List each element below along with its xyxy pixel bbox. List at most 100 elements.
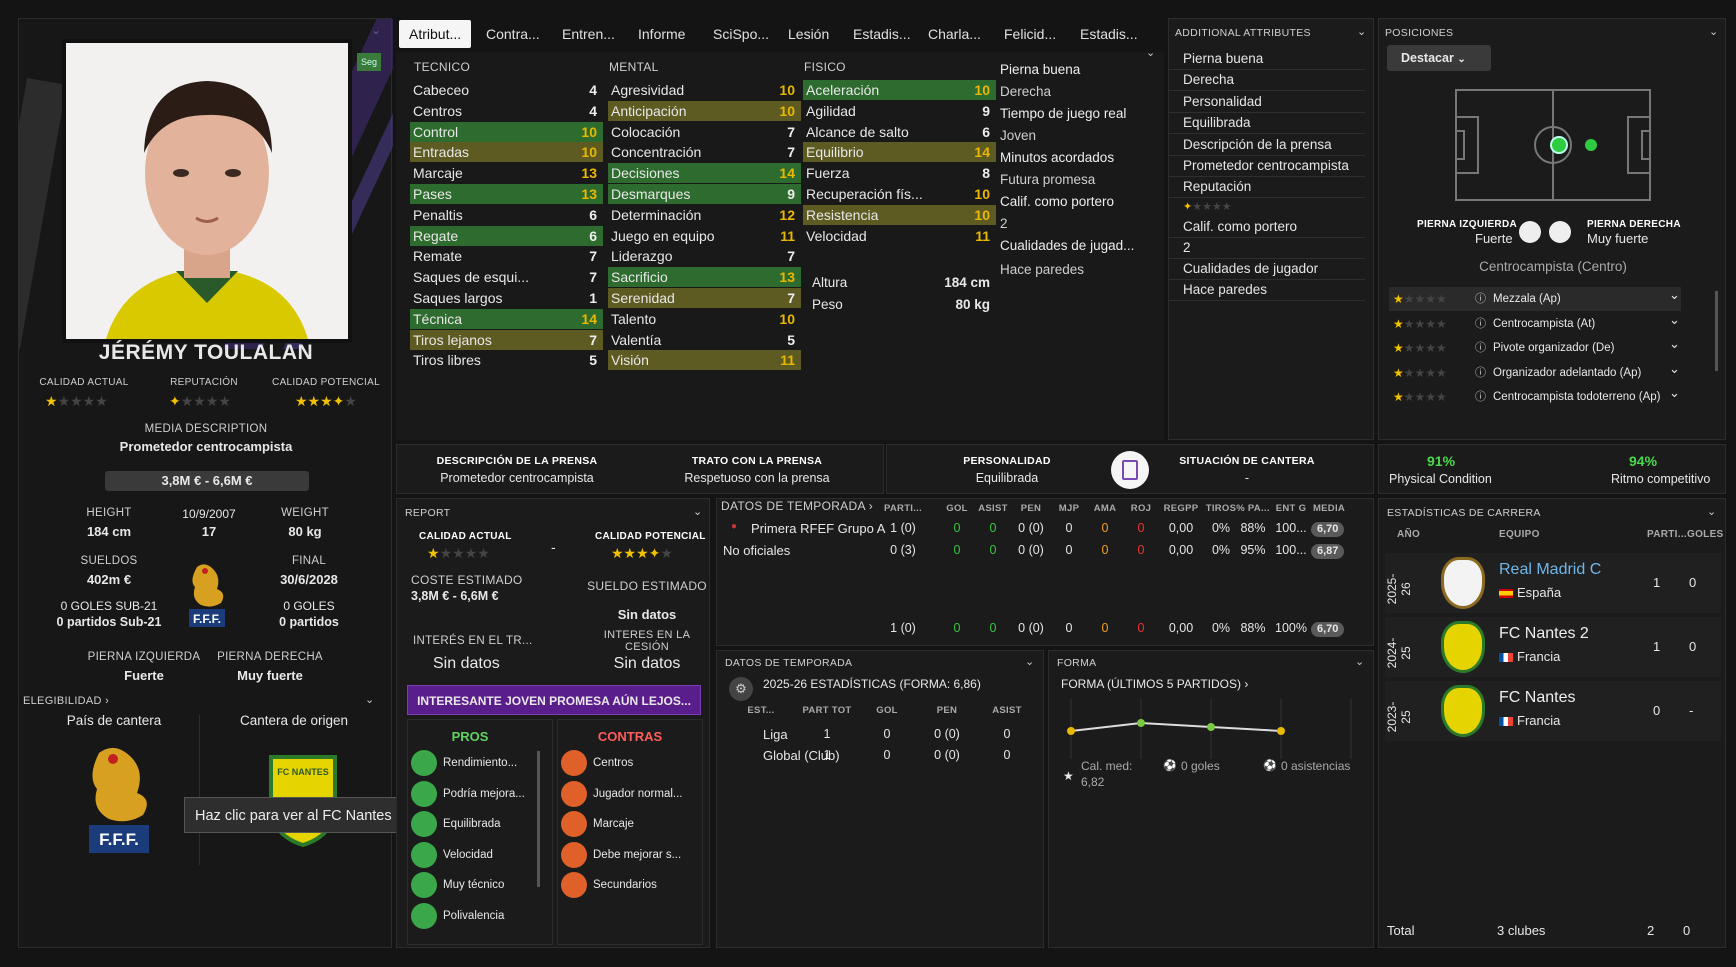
season-title[interactable]: DATOS DE TEMPORADA › (721, 499, 874, 513)
pros-item[interactable]: Polivalencia (411, 902, 504, 930)
tab-atributos[interactable]: Atribut... (399, 20, 472, 48)
tab-estadisticas-2[interactable]: Estadis... (1080, 26, 1138, 42)
attribute-row[interactable]: Anticipación 10 (608, 100, 801, 121)
cons-item[interactable]: Debe mejorar s... (561, 841, 681, 869)
attribute-row[interactable]: Juego en equipo 11 (608, 226, 801, 246)
attribute-row[interactable]: Remate 7 (410, 246, 603, 266)
season-col-header[interactable]: ROJ (1130, 503, 1152, 514)
career-row[interactable]: 2024-25 FC Nantes 2 Francia 1 0 (1385, 617, 1721, 677)
eligibility-chevron-icon[interactable]: ⌄ (365, 694, 375, 706)
pros-item[interactable]: Rendimiento... (411, 749, 517, 777)
attribute-row[interactable]: Equilibrio 14 (803, 142, 996, 163)
tab-informe[interactable]: Informe (638, 26, 686, 42)
role-row[interactable]: ★★★★★ ⓘ Organizador adelantado (Ap) ⌄ (1389, 361, 1681, 385)
attribute-row[interactable]: Liderazgo 7 (608, 246, 801, 266)
cons-item[interactable]: Centros (561, 749, 633, 777)
info-icon[interactable]: ⓘ (1475, 293, 1486, 305)
attribute-row[interactable]: Agresividad 10 (608, 80, 801, 100)
season-col-header[interactable]: MEDIA (1312, 503, 1346, 514)
tab-estadisticas[interactable]: Estadis... (853, 26, 911, 42)
eligibility-link[interactable]: ELEGIBILIDAD › (23, 695, 110, 707)
form-point[interactable] (1277, 727, 1285, 735)
tab-scisports[interactable]: SciSpo... (713, 26, 770, 42)
season2-chevron-icon[interactable]: ⌄ (1025, 656, 1035, 668)
cons-item[interactable]: Marcaje (561, 810, 634, 838)
form-subtitle[interactable]: FORMA (ÚLTIMOS 5 PARTIDOS) › (1061, 677, 1249, 691)
info-icon[interactable]: ⓘ (1475, 317, 1486, 330)
season-col-header[interactable]: ASIST (978, 503, 1008, 514)
cons-item[interactable]: Secundarios (561, 871, 657, 899)
pros-item[interactable]: Velocidad (411, 841, 493, 869)
season-row[interactable]: No oficiales 0 (3) 0 0 0 (0) 0 0 0 0,00 0% 95% 100.… (717, 541, 1375, 563)
form-chevron-icon[interactable]: ⌄ (1355, 656, 1365, 668)
chevron-down-icon[interactable]: ⌄ (1669, 336, 1680, 352)
season-gear-icon[interactable]: ⚙ (729, 677, 753, 701)
tab-felicidad[interactable]: Felicid... (1004, 26, 1057, 42)
attribute-row[interactable]: Serenidad 7 (608, 288, 801, 308)
tab-charla[interactable]: Charla... (928, 26, 981, 42)
career-chevron-icon[interactable]: ⌄ (1707, 506, 1717, 518)
club-name[interactable]: Real Madrid C (1499, 561, 1602, 578)
attribute-row[interactable]: Tiros libres 5 (410, 350, 603, 370)
pros-item[interactable]: Podría mejora... (411, 780, 525, 808)
pros-item[interactable]: Equilibrada (411, 810, 501, 838)
season-col-header[interactable]: TIROS (1205, 503, 1237, 514)
season-col-header[interactable]: PEN (1020, 503, 1042, 514)
roles-scrollbar[interactable] (1715, 291, 1718, 371)
attribute-row[interactable]: Marcaje 13 (410, 163, 603, 183)
pros-item[interactable]: Muy técnico (411, 871, 504, 899)
attribute-row[interactable]: Control 10 (410, 121, 603, 142)
season-col-header[interactable]: GOL (946, 503, 968, 514)
attribute-row[interactable]: Penaltis 6 (410, 205, 603, 225)
tab-contrato[interactable]: Contra... (486, 26, 540, 42)
career-row[interactable]: 2023-25 FC Nantes Francia 0 - (1385, 681, 1721, 741)
attribute-row[interactable]: Aceleración 10 (803, 80, 996, 100)
season-col-header[interactable]: ENT G (1275, 503, 1307, 514)
info-icon[interactable]: ⓘ (1475, 366, 1486, 379)
attribute-row[interactable]: Saques largos 1 (410, 288, 603, 308)
role-row[interactable]: ★★★★★ ⓘ Mezzala (Ap) ⌄ (1389, 287, 1681, 311)
attribute-row[interactable]: Sacrificio 13 (608, 267, 801, 288)
attribute-row[interactable]: Desmarques 9 (608, 184, 801, 204)
info-icon[interactable]: ⓘ (1475, 342, 1486, 355)
cons-item[interactable]: Jugador normal... (561, 780, 683, 808)
attribute-row[interactable]: Determinación 12 (608, 205, 801, 225)
info-icon[interactable]: ⓘ (1475, 391, 1486, 404)
attribute-row[interactable]: Cabeceo 4 (410, 80, 603, 100)
fff-logo-icon[interactable]: F.F.F. (79, 739, 159, 859)
club-crest-icon[interactable] (1441, 557, 1485, 609)
attribute-row[interactable]: Entradas 10 (410, 142, 603, 163)
attribute-row[interactable]: Tiros lejanos 7 (410, 329, 603, 350)
side-list-chevron-icon[interactable]: ⌄ (1146, 47, 1156, 59)
tab-entrenamiento[interactable]: Entren... (562, 26, 615, 42)
chevron-down-icon[interactable]: ⌄ (1669, 287, 1680, 302)
attribute-row[interactable]: Velocidad 11 (803, 226, 996, 246)
season-col-header[interactable]: AMA (1093, 503, 1117, 514)
attribute-row[interactable]: Técnica 14 (410, 308, 603, 329)
attribute-row[interactable]: Alcance de salto 6 (803, 122, 996, 142)
season-col-header[interactable]: MJP (1058, 503, 1080, 514)
attribute-row[interactable]: Agilidad 9 (803, 101, 996, 121)
club-crest-icon[interactable] (1441, 621, 1485, 673)
career-row[interactable]: 2025-26 Real Madrid C España 1 0 (1385, 553, 1721, 613)
attribute-row[interactable]: Talento 10 (608, 309, 801, 329)
attribute-row[interactable]: Decisiones 14 (608, 163, 801, 184)
positions-chevron-icon[interactable]: ⌄ (1709, 26, 1719, 38)
attribute-row[interactable]: Resistencia 10 (803, 204, 996, 225)
report-chevron-icon[interactable]: ⌄ (693, 506, 703, 518)
form-point[interactable] (1137, 719, 1145, 727)
attribute-row[interactable]: Saques de esqui... 7 (410, 267, 603, 287)
club-crest-icon[interactable] (1441, 685, 1485, 737)
chevron-down-icon[interactable]: ⌄ (1669, 311, 1680, 327)
season-col-header[interactable]: PARTI... (883, 503, 923, 514)
chevron-down-icon[interactable]: ⌄ (1669, 360, 1680, 376)
club-name[interactable]: FC Nantes (1499, 689, 1576, 706)
form-point[interactable] (1207, 723, 1215, 731)
destacar-button[interactable]: Destacar ⌄ (1387, 45, 1491, 71)
season-row[interactable]: ● Primera RFEF Grupo A 1 (0) 0 0 0 (0) 0 0 0 0,00… (717, 519, 1375, 541)
club-name[interactable]: FC Nantes 2 (1499, 625, 1589, 642)
pros-scrollbar[interactable] (537, 751, 540, 887)
form-point[interactable] (1067, 727, 1075, 735)
chevron-down-icon[interactable]: ⌄ (1669, 385, 1680, 401)
season-col-header[interactable]: % PA... (1236, 503, 1270, 514)
